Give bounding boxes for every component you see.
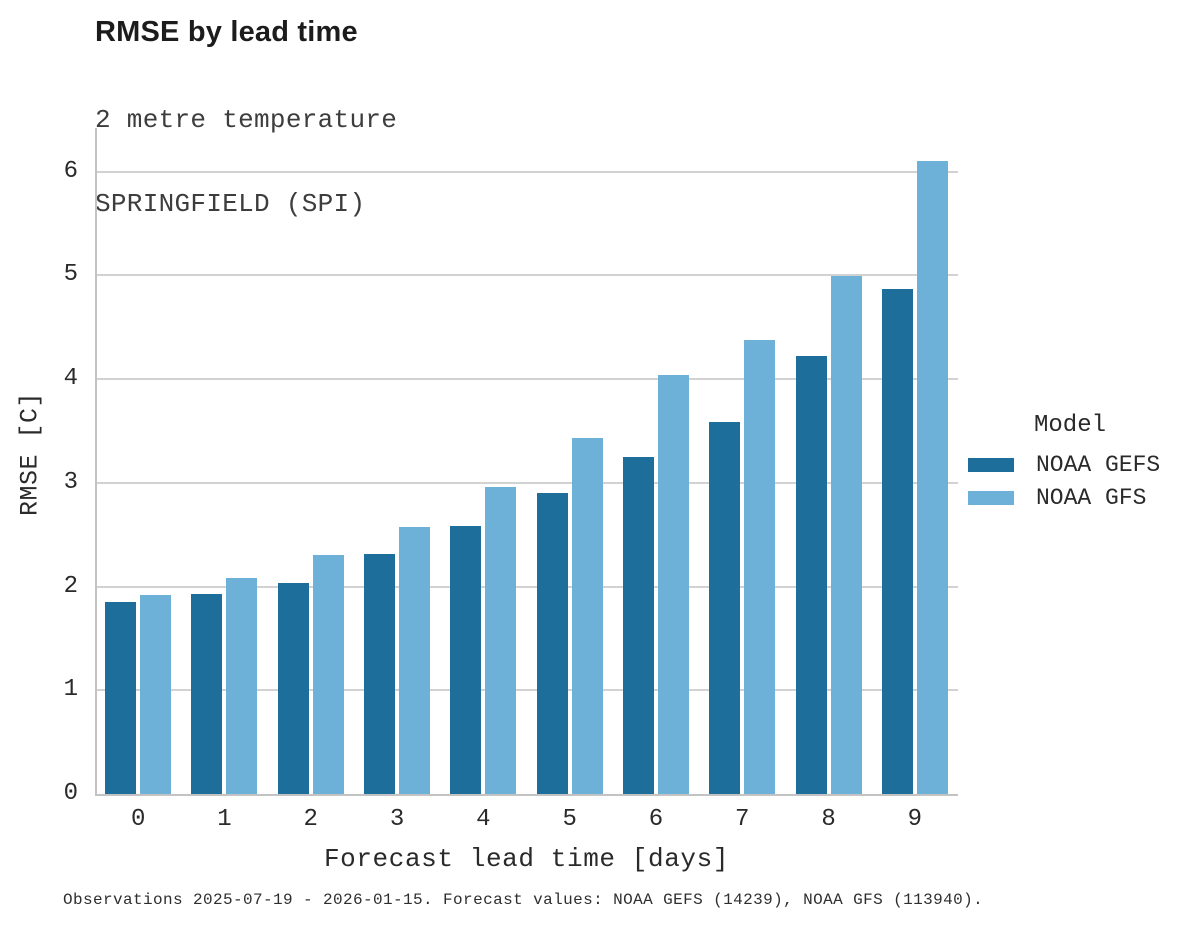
legend-title: Model	[1034, 412, 1107, 439]
bar-noaa-gfs-lead-9	[916, 161, 948, 794]
bar-noaa-gefs-lead-5	[536, 493, 568, 794]
gridline-y-2	[97, 585, 958, 588]
legend-label-noaa-gfs: NOAA GFS	[1036, 484, 1147, 511]
legend-label-noaa-gefs: NOAA GEFS	[1036, 451, 1161, 478]
bar-noaa-gefs-lead-6	[622, 456, 654, 794]
bar-noaa-gefs-lead-7	[709, 421, 741, 794]
y-tick-1: 1	[63, 676, 78, 704]
bar-noaa-gfs-lead-3	[399, 527, 431, 794]
x-tick-3: 3	[389, 806, 405, 833]
y-axis-spine	[95, 128, 97, 796]
x-tick-9: 9	[907, 806, 923, 833]
chart-subtitle: 2 metre temperature SPRINGFIELD (SPI)	[95, 50, 397, 274]
chart-title: RMSE by lead time	[95, 16, 358, 48]
legend-swatch-noaa-gfs	[968, 490, 1014, 505]
bar-noaa-gfs-lead-8	[830, 276, 862, 794]
bar-noaa-gefs-lead-3	[364, 554, 396, 794]
x-tick-5: 5	[562, 806, 577, 833]
y-tick-4: 4	[63, 365, 78, 393]
y-tick-0: 0	[63, 780, 78, 807]
bar-noaa-gfs-lead-1	[226, 578, 258, 794]
x-tick-6: 6	[648, 806, 664, 833]
x-axis-spine	[95, 794, 958, 796]
y-axis-label: RMSE [C]	[15, 391, 45, 517]
bar-noaa-gefs-lead-9	[881, 288, 913, 794]
bar-noaa-gfs-lead-2	[312, 555, 344, 794]
bar-noaa-gefs-lead-8	[795, 356, 827, 794]
x-tick-2: 2	[303, 806, 318, 833]
legend-item-noaa-gefs: NOAA GEFS	[968, 448, 1193, 481]
footnote: Observations 2025-07-19 - 2026-01-15. Fo…	[63, 891, 984, 909]
gridline-y-3	[97, 481, 958, 484]
legend-swatch-noaa-gefs	[968, 457, 1014, 472]
subtitle-station: SPRINGFIELD (SPI)	[95, 189, 366, 219]
x-tick-7: 7	[735, 806, 750, 833]
gridline-y-5	[97, 274, 958, 277]
x-tick-4: 4	[476, 806, 491, 833]
x-tick-8: 8	[821, 806, 836, 833]
gridline-y-4	[97, 378, 958, 381]
y-tick-5: 5	[63, 261, 78, 289]
x-tick-1: 1	[217, 806, 232, 833]
gridline-y-1	[97, 689, 958, 692]
y-tick-3: 3	[63, 468, 78, 496]
y-tick-2: 2	[63, 572, 78, 600]
legend-item-noaa-gfs: NOAA GFS	[968, 481, 1193, 514]
bar-noaa-gefs-lead-0	[105, 602, 137, 794]
x-axis-label: Forecast lead time [days]	[323, 844, 730, 874]
legend: Model NOAA GEFS NOAA GFS	[968, 412, 1193, 514]
bar-noaa-gfs-lead-6	[657, 374, 689, 794]
bar-noaa-gefs-lead-2	[277, 583, 309, 794]
y-tick-6: 6	[63, 157, 78, 185]
bar-noaa-gefs-lead-4	[450, 526, 482, 794]
bar-noaa-gfs-lead-7	[744, 339, 776, 794]
bar-noaa-gfs-lead-0	[140, 594, 172, 794]
x-tick-0: 0	[130, 806, 146, 833]
plot-area: 0 1 2 3 4 5 6 7 8 9	[95, 128, 958, 833]
gridline-y-6	[97, 170, 958, 173]
subtitle-variable: 2 metre temperature	[95, 105, 398, 135]
bar-noaa-gfs-lead-4	[485, 486, 517, 794]
bar-noaa-gfs-lead-5	[571, 438, 603, 794]
bar-noaa-gefs-lead-1	[191, 593, 223, 794]
